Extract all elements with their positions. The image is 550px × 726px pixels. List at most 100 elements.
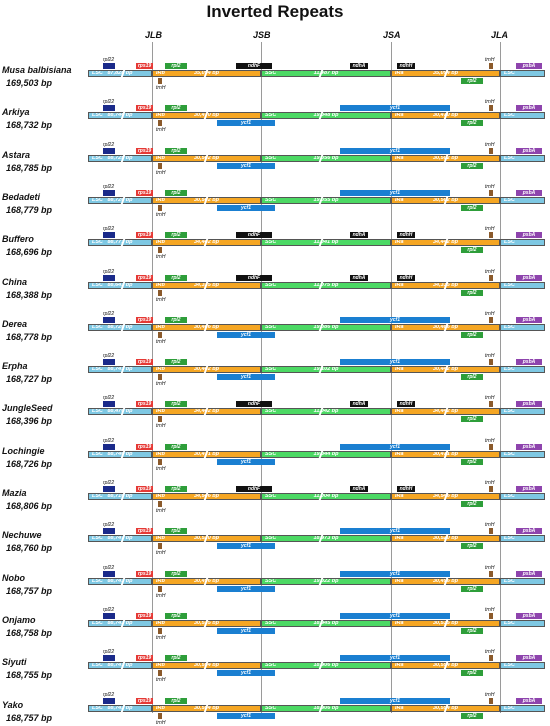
ndhF-gene: ndhF (236, 232, 272, 239)
lsc-segment: LSC 88,747 bp (88, 535, 152, 543)
region-length: 88,743 bp (107, 619, 133, 626)
rpl2-gene: rpl2 (165, 570, 187, 577)
genome-size: 168,396 bp (6, 416, 53, 427)
region-tag: IRb (156, 196, 165, 203)
ycf1-ira-gene: ycf1 (340, 359, 450, 366)
region-tag: IRa (395, 112, 404, 119)
trnH-ira-label: trnH (485, 564, 495, 571)
region-length: 88,710 bp (107, 493, 133, 499)
rpl2-ira-gene: rpl2 (461, 120, 483, 127)
rpl2-gene: rpl2 (165, 443, 187, 450)
region-tag: LSC (92, 112, 103, 119)
genome-size: 168,757 bp (6, 712, 53, 723)
ssc-segment: SSC 11,041 bp (261, 239, 391, 247)
rpl22-label: rpl22 (103, 437, 115, 444)
genome-size: 169,503 bp (6, 78, 53, 88)
lsc-segment-end: LSC (500, 112, 545, 120)
region-tag: IRb (156, 154, 165, 161)
rps19-gene: rps19 (136, 401, 153, 408)
rpl2-ira-gene: rpl2 (461, 585, 483, 592)
trnH-gene (158, 585, 162, 592)
rpl2-ira-gene: rpl2 (461, 162, 483, 169)
region-tag: LSC (92, 662, 103, 669)
region-tag: IRb (156, 493, 165, 499)
genome-size: 168,732 bp (6, 120, 53, 131)
rpl2-ira-gene: rpl2 (461, 374, 483, 381)
rpl2-ira-gene: rpl2 (461, 712, 483, 719)
region-tag: IRa (395, 577, 404, 584)
junction-label-jsa: JSA (383, 30, 401, 40)
region-tag: SSC (265, 366, 277, 373)
region-tag: SSC (265, 408, 277, 415)
ssc-segment: SSC 19,086 bp (261, 323, 391, 331)
rpl22-label: rpl22 (103, 57, 115, 63)
psbA-gene: psbA (516, 232, 542, 239)
rpl2-ira-gene: rpl2 (461, 331, 483, 338)
region-tag: SSC (265, 535, 277, 542)
rpl22-gene (103, 189, 115, 196)
region-tag: SSC (265, 577, 277, 584)
ssc-segment: SSC 19,044 bp (261, 450, 391, 458)
genome-size: 168,778 bp (6, 331, 53, 342)
trnH-label: trnH (156, 423, 166, 430)
region-tag: SSC (265, 70, 277, 76)
ycf1-ira-gene: ycf1 (340, 316, 450, 323)
lsc-segment-end: LSC (500, 408, 545, 416)
ndhH-gene: ndhH (397, 486, 415, 492)
region-tag: LSC (92, 281, 103, 288)
rpl22-label: rpl22 (103, 649, 115, 656)
rps19-gene: rps19 (136, 570, 153, 577)
trnH-label: trnH (156, 634, 166, 641)
region-tag: SSC (265, 704, 277, 711)
trnH-ira-gene (489, 401, 493, 408)
psbA-gene: psbA (516, 147, 542, 154)
rpl22-gene (103, 528, 115, 535)
region-tag: LSC (92, 323, 103, 330)
region-tag: IRb (156, 535, 165, 542)
trnH-gene (158, 374, 162, 381)
lsc-segment-end: LSC (500, 196, 545, 204)
lsc-segment: LSC 88,725 bp (88, 154, 152, 162)
sample-name: Buffero (2, 234, 34, 245)
junction-line-jlb (152, 42, 153, 713)
lsc-segment: LSC 88,720 bp (88, 323, 152, 331)
region-length: 19,022 bp (313, 577, 339, 584)
ycf1-gene: ycf1 (217, 162, 275, 169)
trnH-label: trnH (156, 169, 166, 176)
region-length: 18,973 bp (313, 535, 339, 542)
rpl22-gene (103, 147, 115, 154)
rpl2-ira-gene: rpl2 (461, 247, 483, 254)
psbA-gene: psbA (516, 443, 542, 450)
region-tag: LSC (504, 281, 515, 288)
trnH-label: trnH (156, 465, 166, 472)
rpl22-label: rpl22 (103, 522, 115, 529)
ycf1-gene: ycf1 (217, 543, 275, 550)
trnH-label: trnH (156, 592, 166, 599)
region-tag: LSC (504, 619, 515, 626)
psbA-gene: psbA (516, 359, 542, 366)
ssc-segment: SSC 11,042 bp (261, 408, 391, 416)
region-tag: LSC (504, 239, 515, 246)
sample-name: Derea (2, 318, 28, 329)
trnH-ira-gene (489, 443, 493, 450)
ycf1-ira-gene: ycf1 (340, 697, 450, 704)
rpl22-label: rpl22 (103, 268, 115, 275)
region-tag: IRb (156, 577, 165, 584)
ndhH-gene: ndhH (397, 274, 415, 281)
ndhH-gene: ndhH (397, 401, 415, 408)
region-tag: SSC (265, 323, 277, 330)
region-length: 88,720 bp (107, 196, 133, 203)
region-tag: IRa (395, 70, 404, 76)
lsc-segment: LSC 88,741 bp (88, 366, 152, 374)
rpl22-label: rpl22 (103, 141, 115, 148)
region-tag: LSC (504, 323, 515, 330)
trnH-ira-gene (489, 570, 493, 577)
genome-size: 168,696 bp (6, 247, 53, 258)
junction-line-jla (500, 42, 501, 713)
region-tag: IRb (156, 112, 165, 119)
rps19-gene: rps19 (136, 189, 153, 196)
rpl2-ira-gene: rpl2 (461, 289, 483, 296)
sample-name: Siyuti (2, 657, 27, 668)
region-tag: LSC (92, 619, 103, 626)
ndhH-gene: ndhH (397, 63, 415, 69)
